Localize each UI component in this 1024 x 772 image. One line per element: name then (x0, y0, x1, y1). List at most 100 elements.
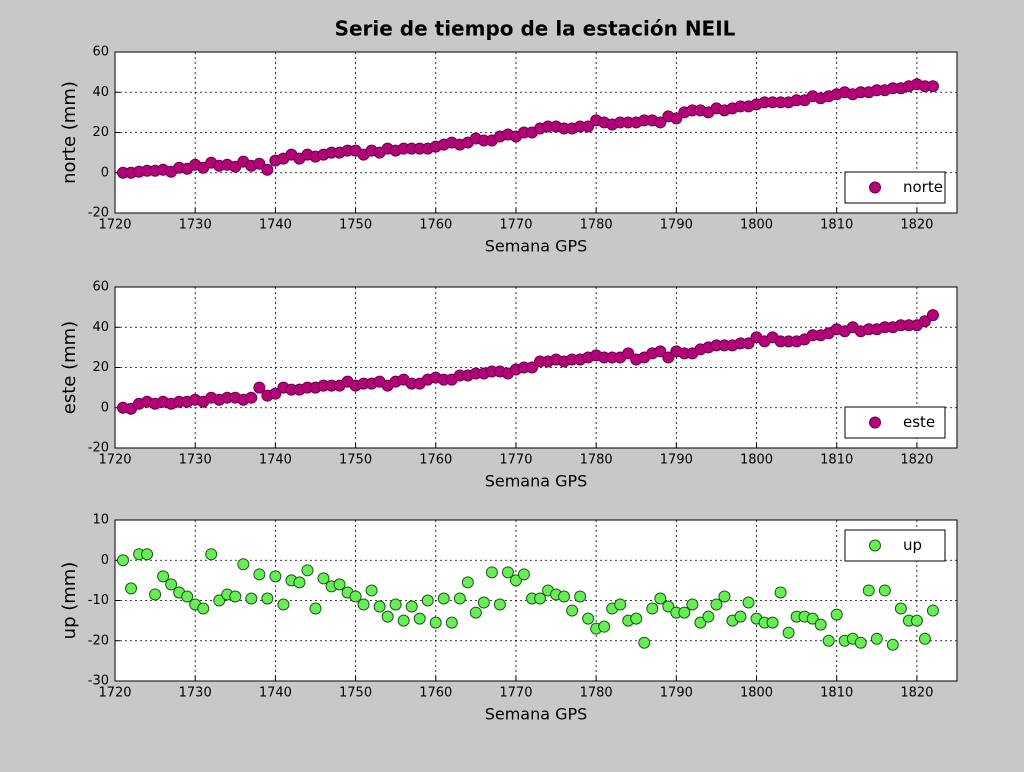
x-tick-label: 1800 (740, 453, 773, 468)
legend-box (844, 529, 946, 562)
data-point (205, 548, 218, 561)
data-point (918, 315, 931, 328)
y-tick-label: -10 (88, 593, 109, 608)
data-point (317, 572, 330, 585)
y-tick-label: -30 (88, 674, 109, 689)
x-axis-label: Semana GPS (485, 237, 588, 256)
data-point (910, 614, 923, 627)
x-tick-label: 1790 (660, 453, 693, 468)
x-tick-label: 1770 (499, 686, 532, 701)
legend-marker (869, 181, 881, 194)
y-tick-label: -20 (88, 206, 109, 221)
data-point (862, 584, 875, 597)
data-point (830, 608, 843, 621)
y-tick-label: -20 (88, 441, 109, 456)
x-tick-label: 1720 (98, 453, 131, 468)
data-point (517, 568, 530, 581)
data-point (349, 590, 362, 603)
data-point (534, 592, 547, 605)
y-tick-label: 20 (92, 125, 109, 140)
data-point (894, 602, 907, 615)
y-tick-label: -20 (88, 633, 109, 648)
data-point (614, 598, 627, 611)
legend-box (844, 171, 946, 204)
data-point (165, 578, 178, 591)
x-tick-label: 1720 (98, 218, 131, 233)
data-point (742, 337, 755, 350)
x-tick-label: 1760 (419, 686, 452, 701)
x-tick-label: 1760 (419, 218, 452, 233)
data-point (622, 347, 635, 360)
data-point (766, 616, 779, 629)
data-point (918, 632, 931, 645)
x-tick-label: 1810 (820, 218, 853, 233)
y-tick-label: 10 (92, 513, 109, 528)
data-point (574, 590, 587, 603)
data-point (702, 610, 715, 623)
data-point (157, 570, 170, 583)
data-point (598, 620, 611, 633)
data-point (245, 592, 258, 605)
x-tick-label: 1770 (499, 218, 532, 233)
plot-frame (114, 519, 958, 682)
data-point (654, 592, 667, 605)
data-point (509, 574, 522, 587)
data-point (117, 554, 130, 567)
data-point (381, 610, 394, 623)
data-point (477, 596, 490, 609)
data-point (389, 598, 402, 611)
data-point (582, 612, 595, 625)
x-tick-label: 1780 (580, 686, 613, 701)
x-tick-label: 1740 (259, 453, 292, 468)
data-point (253, 568, 266, 581)
x-tick-label: 1810 (820, 686, 853, 701)
data-point (654, 345, 667, 358)
data-point (926, 80, 939, 93)
x-axis-label: Semana GPS (485, 472, 588, 491)
x-tick-label: 1790 (660, 686, 693, 701)
legend-label: norte (903, 178, 943, 196)
data-point (678, 606, 691, 619)
data-point (445, 616, 458, 629)
data-point (277, 598, 290, 611)
data-point (485, 566, 498, 579)
data-point (269, 387, 282, 400)
plot-frame (114, 51, 958, 214)
data-point (461, 576, 474, 589)
x-tick-label: 1820 (900, 686, 933, 701)
data-point (413, 612, 426, 625)
x-tick-label: 1810 (820, 453, 853, 468)
data-point (405, 600, 418, 613)
x-tick-label: 1770 (499, 453, 532, 468)
data-point (269, 570, 282, 583)
data-point (421, 594, 434, 607)
y-axis-label: este (mm) (59, 321, 80, 414)
data-point (878, 584, 891, 597)
data-point (662, 600, 675, 613)
legend-marker (869, 539, 881, 552)
data-point (742, 596, 755, 609)
data-point (309, 602, 322, 615)
data-point (630, 612, 643, 625)
legend-box (844, 406, 946, 439)
data-point (429, 616, 442, 629)
data-point (261, 163, 274, 176)
x-tick-label: 1800 (740, 686, 773, 701)
x-tick-label: 1750 (339, 218, 372, 233)
x-tick-label: 1820 (900, 453, 933, 468)
data-point (582, 120, 595, 133)
y-tick-label: 0 (101, 400, 109, 415)
data-point (734, 610, 747, 623)
data-point (926, 604, 939, 617)
y-axis-label: up (mm) (59, 562, 80, 640)
data-point (245, 391, 258, 404)
data-point (870, 632, 883, 645)
data-point (718, 590, 731, 603)
y-tick-label: 0 (101, 165, 109, 180)
y-axis-label: norte (mm) (59, 81, 80, 184)
data-point (493, 598, 506, 611)
data-point (197, 602, 210, 615)
x-tick-label: 1800 (740, 218, 773, 233)
x-tick-label: 1750 (339, 453, 372, 468)
